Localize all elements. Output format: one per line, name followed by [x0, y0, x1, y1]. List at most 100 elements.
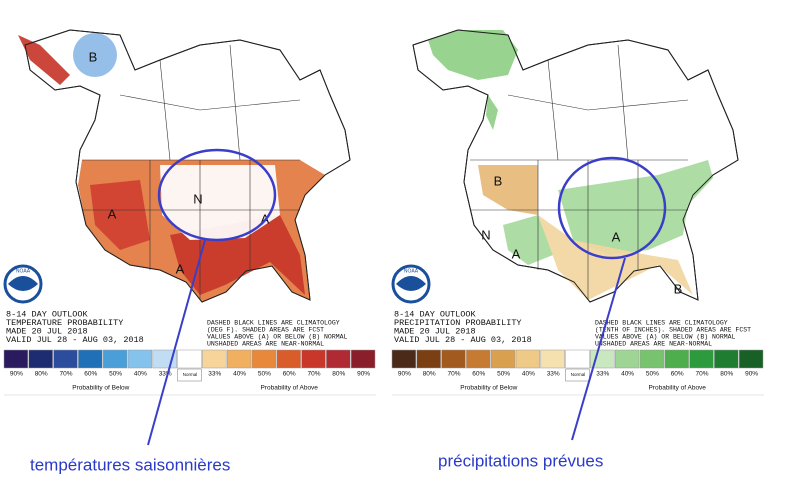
border-line [229, 44, 241, 161]
landmass-outline [412, 29, 739, 303]
legend-swatch [391, 349, 417, 369]
legend-label: 33% [596, 371, 609, 378]
product-text: TEMPERATURE PROBABILITY [6, 318, 123, 328]
legend-label: 90% [10, 371, 23, 378]
map-letter: A [612, 229, 621, 244]
product-text: 8-14 DAY OUTLOOK [394, 309, 477, 319]
legend-label: 40% [233, 371, 246, 378]
legend-below: Probability of Below [460, 385, 517, 392]
landmass-outline [24, 29, 351, 303]
legend-label: 70% [447, 371, 460, 378]
noaa-logo-bird [396, 276, 426, 291]
legend-label: 70% [695, 371, 708, 378]
legend-above: Probability of Above [648, 385, 706, 392]
product-text: VALID JUL 28 - AUG 03, 2018 [6, 335, 144, 345]
forecast-region [73, 33, 117, 77]
legend-swatch [127, 349, 153, 369]
legend-label: 33% [159, 371, 172, 378]
legend-swatch [714, 349, 739, 369]
product-text: MADE 20 JUL 2018 [394, 326, 476, 336]
legend-note: (TENTH OF INCHES). SHADED AREAS ARE FCST [595, 327, 751, 334]
legend-label: 80% [35, 371, 48, 378]
legend-swatch [276, 349, 301, 369]
legend-label: 40% [621, 371, 634, 378]
legend-label: 40% [134, 371, 147, 378]
forecast-region [486, 95, 498, 130]
legend-swatch [540, 349, 565, 369]
legend-note: VALUES ABOVE (A) OR BELOW (B) NORMAL [207, 334, 348, 341]
legend-label: 60% [671, 371, 684, 378]
map-letter: A [512, 246, 521, 261]
legend-swatch [639, 349, 665, 369]
legend-swatch [416, 349, 441, 369]
highlight-ellipse [557, 156, 667, 260]
normal-box [177, 368, 202, 382]
legend-label: 50% [109, 371, 122, 378]
normal-box [565, 368, 590, 382]
map-letter: A [108, 206, 117, 221]
legend-swatch [177, 349, 202, 369]
map-letter: N [481, 227, 490, 242]
legend-swatch [565, 349, 590, 369]
legend-label: 40% [522, 371, 535, 378]
forecast-region [558, 160, 713, 255]
legend-note: DASHED BLACK LINES ARE CLIMATOLOGY [595, 320, 728, 327]
product-text: VALID JUL 28 - AUG 03, 2018 [394, 335, 532, 345]
legend-note: (DEG F). SHADED AREAS ARE FCST [207, 327, 324, 334]
legend-below: Probability of Below [72, 385, 129, 392]
legend-label: 90% [745, 371, 758, 378]
legend-label: 70% [59, 371, 72, 378]
legend-swatch [3, 349, 29, 369]
legend-normal: Normal [571, 372, 586, 377]
noaa-logo-text: NOAA [404, 268, 419, 274]
legend-swatch [226, 349, 252, 369]
legend-label: 70% [307, 371, 320, 378]
legend-label: 33% [547, 371, 560, 378]
border-line [507, 94, 689, 111]
legend-label: 90% [398, 371, 411, 378]
legend-label: 60% [472, 371, 485, 378]
forecast-region [503, 215, 553, 265]
legend-swatch [490, 349, 516, 369]
forecast-region [478, 165, 538, 215]
border-line [159, 59, 171, 161]
pointer-line [147, 239, 206, 446]
legend-swatch [466, 349, 491, 369]
legend-label: 90% [357, 371, 370, 378]
legend-swatch [202, 349, 227, 369]
legend-swatch [664, 349, 689, 369]
legend-label: 80% [423, 371, 436, 378]
product-text: PRECIPITATION PROBABILITY [394, 318, 522, 328]
noaa-logo-bird [8, 276, 38, 291]
legend-swatch [441, 349, 466, 369]
legend-swatch [350, 349, 376, 369]
product-text: 8-14 DAY OUTLOOK [6, 309, 89, 319]
legend-swatch [28, 349, 53, 369]
legend-above: Probability of Above [260, 385, 318, 392]
border-line [617, 44, 629, 161]
border-line [547, 59, 559, 161]
legend-label: 33% [208, 371, 221, 378]
map-letter: B [89, 49, 98, 64]
legend-swatch [326, 349, 351, 369]
caption: températures saisonnières [30, 455, 230, 474]
map-letter: B [494, 173, 503, 188]
legend-label: 60% [84, 371, 97, 378]
forecast-region [18, 35, 70, 85]
highlight-ellipse [157, 148, 277, 242]
map-letter: N [193, 191, 202, 206]
legend-note: DASHED BLACK LINES ARE CLIMATOLOGY [207, 320, 340, 327]
legend-note: UNSHADED AREAS ARE NEAR-NORMAL [207, 341, 324, 348]
legend-swatch [614, 349, 640, 369]
legend-label: 60% [283, 371, 296, 378]
legend-label: 80% [720, 371, 733, 378]
legend-normal: Normal [183, 372, 198, 377]
legend-label: 50% [497, 371, 510, 378]
forecast-region [428, 30, 518, 80]
legend-note: VALUES ABOVE (A) OR BELOW (B) NORMAL [595, 334, 736, 341]
legend-swatch [515, 349, 541, 369]
legend-label: 50% [646, 371, 659, 378]
